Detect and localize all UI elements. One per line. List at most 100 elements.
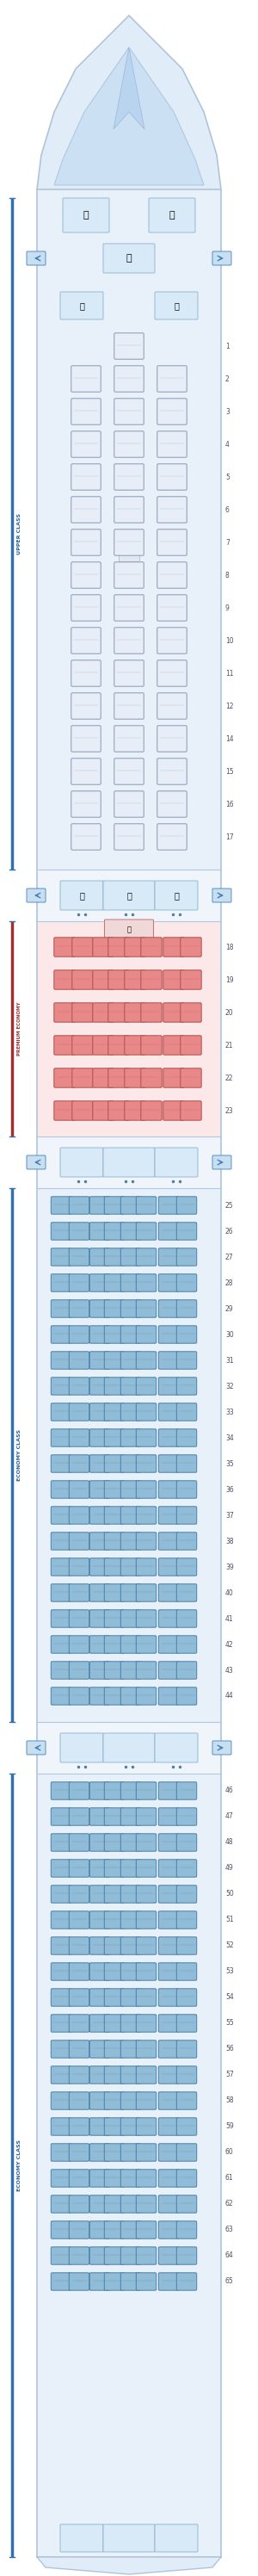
FancyBboxPatch shape [69,1783,89,1801]
FancyBboxPatch shape [93,1036,114,1054]
FancyBboxPatch shape [158,1860,179,1878]
FancyBboxPatch shape [69,1378,89,1396]
Text: 7: 7 [225,538,230,546]
FancyBboxPatch shape [104,1636,124,1654]
FancyBboxPatch shape [104,1533,124,1551]
FancyBboxPatch shape [125,1036,146,1054]
FancyBboxPatch shape [157,757,187,786]
FancyBboxPatch shape [121,2117,141,2136]
FancyBboxPatch shape [90,1687,110,1705]
FancyBboxPatch shape [158,1886,179,1904]
FancyBboxPatch shape [71,497,101,523]
Text: 🚶: 🚶 [127,925,131,933]
FancyBboxPatch shape [121,1808,141,1826]
FancyBboxPatch shape [69,2040,89,2058]
Text: 6: 6 [225,505,230,513]
FancyBboxPatch shape [121,2272,141,2290]
FancyBboxPatch shape [155,1734,198,1762]
FancyBboxPatch shape [69,1301,89,1316]
FancyBboxPatch shape [114,595,144,621]
FancyBboxPatch shape [51,1275,71,1291]
FancyBboxPatch shape [125,971,146,989]
FancyBboxPatch shape [136,1989,156,2007]
FancyBboxPatch shape [121,2014,141,2032]
FancyBboxPatch shape [158,1911,179,1929]
FancyBboxPatch shape [54,971,75,989]
FancyBboxPatch shape [212,1741,231,1754]
Text: 42: 42 [225,1641,233,1649]
FancyBboxPatch shape [157,464,187,489]
FancyBboxPatch shape [121,1430,141,1448]
FancyBboxPatch shape [114,757,144,786]
FancyBboxPatch shape [176,2117,197,2136]
FancyBboxPatch shape [69,2092,89,2110]
FancyBboxPatch shape [51,1860,71,1878]
FancyBboxPatch shape [136,1275,156,1291]
FancyBboxPatch shape [141,1002,162,1023]
FancyBboxPatch shape [104,2195,124,2213]
FancyBboxPatch shape [69,2195,89,2213]
FancyBboxPatch shape [51,1301,71,1316]
FancyBboxPatch shape [60,1734,103,1762]
FancyBboxPatch shape [176,1911,197,1929]
FancyBboxPatch shape [71,562,101,587]
FancyBboxPatch shape [114,726,144,752]
FancyBboxPatch shape [51,1834,71,1852]
Text: 50: 50 [225,1891,234,1899]
FancyBboxPatch shape [176,1989,197,2007]
FancyBboxPatch shape [141,938,162,956]
FancyBboxPatch shape [108,1069,129,1087]
FancyBboxPatch shape [27,889,46,902]
FancyBboxPatch shape [212,1157,231,1170]
FancyBboxPatch shape [121,2169,141,2187]
Polygon shape [54,46,204,185]
FancyBboxPatch shape [93,1002,114,1023]
FancyBboxPatch shape [125,1002,146,1023]
FancyBboxPatch shape [104,1860,124,1878]
FancyBboxPatch shape [104,920,154,940]
FancyBboxPatch shape [104,2272,124,2290]
FancyBboxPatch shape [69,2066,89,2084]
Text: 🧥: 🧥 [79,301,84,309]
FancyBboxPatch shape [176,2272,197,2290]
FancyBboxPatch shape [90,1834,110,1852]
FancyBboxPatch shape [104,1301,124,1316]
FancyBboxPatch shape [158,2117,179,2136]
FancyBboxPatch shape [121,2040,141,2058]
FancyBboxPatch shape [51,2092,71,2110]
FancyBboxPatch shape [158,1662,179,1680]
FancyBboxPatch shape [71,595,101,621]
FancyBboxPatch shape [51,1224,71,1239]
FancyBboxPatch shape [69,1249,89,1265]
FancyBboxPatch shape [90,1937,110,1955]
FancyBboxPatch shape [69,2221,89,2239]
FancyBboxPatch shape [176,1636,197,1654]
Text: 36: 36 [225,1486,234,1494]
FancyBboxPatch shape [121,2092,141,2110]
Text: 28: 28 [225,1278,233,1285]
FancyBboxPatch shape [136,1911,156,1929]
FancyBboxPatch shape [136,2143,156,2161]
FancyBboxPatch shape [104,2040,124,2058]
Text: 🚻: 🚻 [174,301,179,309]
FancyBboxPatch shape [176,1783,197,1801]
FancyBboxPatch shape [158,1404,179,1422]
FancyBboxPatch shape [114,464,144,489]
FancyBboxPatch shape [176,2014,197,2032]
FancyBboxPatch shape [51,1662,71,1680]
FancyBboxPatch shape [121,1963,141,1981]
FancyBboxPatch shape [69,1224,89,1239]
FancyBboxPatch shape [163,1100,184,1121]
Text: 3: 3 [225,407,230,415]
FancyBboxPatch shape [69,1687,89,1705]
FancyBboxPatch shape [163,1069,184,1087]
FancyBboxPatch shape [69,1636,89,1654]
FancyBboxPatch shape [71,791,101,817]
FancyBboxPatch shape [136,1198,156,1213]
FancyBboxPatch shape [136,1860,156,1878]
Text: 18: 18 [225,943,233,951]
FancyBboxPatch shape [103,1734,155,1762]
FancyBboxPatch shape [104,2092,124,2110]
FancyBboxPatch shape [176,1662,197,1680]
FancyBboxPatch shape [104,1558,124,1577]
